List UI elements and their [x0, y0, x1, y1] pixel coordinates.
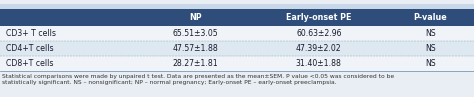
Bar: [251, 26, 386, 41]
Bar: [140, 26, 251, 41]
Text: 31.40±1.88: 31.40±1.88: [296, 59, 342, 68]
Text: 47.57±1.88: 47.57±1.88: [173, 44, 219, 53]
Text: NS: NS: [425, 59, 436, 68]
Text: CD3+ T cells: CD3+ T cells: [6, 29, 55, 38]
Bar: [386, 41, 474, 56]
Text: CD4+T cells: CD4+T cells: [6, 44, 53, 53]
Text: 60.63±2.96: 60.63±2.96: [296, 29, 341, 38]
Text: CD8+T cells: CD8+T cells: [6, 59, 53, 68]
Bar: [386, 56, 474, 71]
Text: 47.39±2.02: 47.39±2.02: [296, 44, 342, 53]
Bar: [140, 56, 251, 71]
Text: 65.51±3.05: 65.51±3.05: [173, 29, 219, 38]
Text: Early-onset PE: Early-onset PE: [286, 13, 351, 22]
Bar: [251, 56, 386, 71]
Text: NS: NS: [425, 29, 436, 38]
Text: NP: NP: [189, 13, 202, 22]
Text: NS: NS: [425, 44, 436, 53]
Bar: [0, 4, 474, 9]
Bar: [386, 26, 474, 41]
Bar: [0, 56, 140, 71]
Bar: [0, 9, 474, 26]
Text: Statistical comparisons were made by unpaired t test. Data are presented as the : Statistical comparisons were made by unp…: [2, 74, 394, 85]
Bar: [251, 41, 386, 56]
Text: P-value: P-value: [413, 13, 447, 22]
Bar: [0, 26, 140, 41]
Bar: [0, 41, 140, 56]
Text: 28.27±1.81: 28.27±1.81: [173, 59, 219, 68]
Bar: [140, 41, 251, 56]
